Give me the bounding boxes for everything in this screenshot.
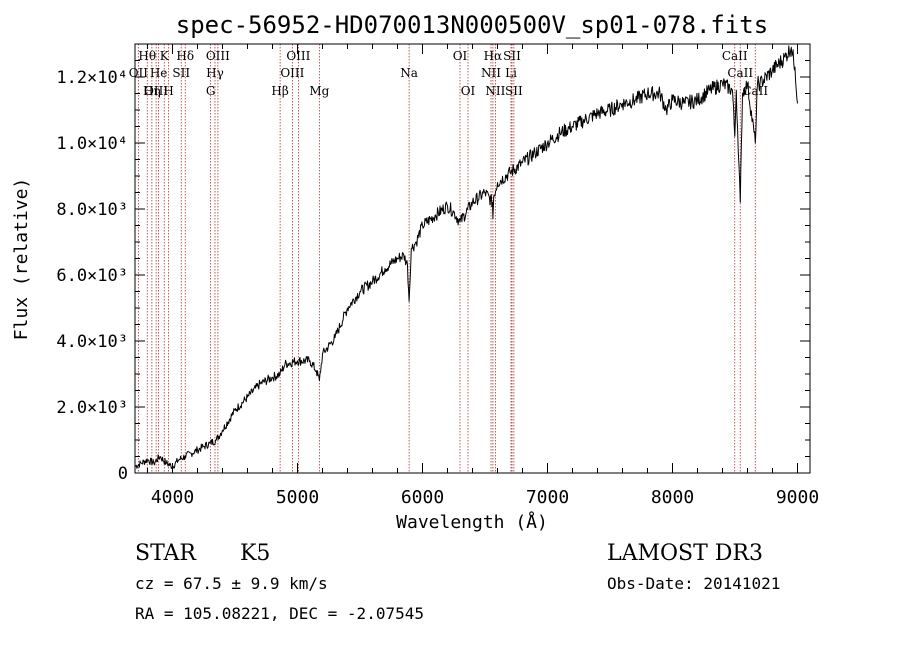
spectral-line-label: NII bbox=[481, 66, 501, 80]
x-axis-ticks: 4000 5000 6000 7000 8000 9000 bbox=[147, 44, 819, 508]
spectral-line-label: OIII bbox=[280, 66, 304, 80]
spectral-line-label: SII bbox=[505, 84, 523, 98]
spectral-line-label: OIII bbox=[144, 84, 168, 98]
y-tick-label: 2.0×10³ bbox=[56, 398, 128, 418]
spectral-line-label: He bbox=[150, 66, 168, 80]
y-tick-label: 4.0×10³ bbox=[56, 332, 128, 352]
spectral-line-label: NII bbox=[485, 84, 505, 98]
plot-frame bbox=[134, 43, 811, 474]
x-axis-label: Wavelength (Å) bbox=[396, 511, 548, 533]
spectral-line-label: Hγ bbox=[206, 66, 224, 80]
spectral-line-label: Mg bbox=[309, 84, 329, 98]
spectral-line-label: SII bbox=[503, 49, 521, 63]
spectral-line-label: Hθ bbox=[138, 49, 156, 63]
spectral-line-label: OII bbox=[129, 66, 149, 80]
survey-name: LAMOST DR3 bbox=[607, 541, 763, 566]
spectral-line-label: H bbox=[163, 84, 173, 98]
y-tick-label: 6.0×10³ bbox=[56, 266, 128, 286]
spectral-line-label: CaII bbox=[727, 66, 753, 80]
object-subclass: K5 bbox=[240, 541, 270, 566]
obs-date: Obs-Date: 20141021 bbox=[607, 574, 780, 593]
spectral-line-label: Hη bbox=[143, 84, 161, 98]
spectral-line-label: CaII bbox=[722, 49, 748, 63]
chart-title: spec-56952-HD070013N000500V_sp01-078.fit… bbox=[176, 11, 768, 39]
spectral-line-label: Hα bbox=[484, 49, 503, 63]
x-tick-label: 6000 bbox=[401, 487, 444, 508]
spectral-line-label: OI bbox=[461, 84, 476, 98]
spectral-line-label: Na bbox=[400, 66, 418, 80]
y-tick-label: 1.0×10⁴ bbox=[56, 134, 128, 154]
spectral-line-label: Hβ bbox=[271, 84, 288, 98]
y-tick-label: 8.0×10³ bbox=[56, 200, 128, 220]
spectral-line-label: SII bbox=[172, 66, 190, 80]
y-axis-label: Flux (relative) bbox=[11, 178, 32, 341]
spectral-line-markers bbox=[137, 44, 756, 473]
spectral-line-label: G bbox=[206, 84, 216, 98]
x-tick-label: 5000 bbox=[276, 487, 319, 508]
coordinates-text: RA = 105.08221, DEC = -2.07545 bbox=[135, 604, 424, 623]
x-tick-label: 9000 bbox=[776, 487, 819, 508]
x-tick-label: 4000 bbox=[151, 487, 194, 508]
spectrum-line bbox=[134, 45, 798, 469]
x-tick-label: 8000 bbox=[651, 487, 694, 508]
x-tick-label: 7000 bbox=[526, 487, 569, 508]
spectral-line-labels: Hθ OII OIII K He Hη SII H Hδ OIII Hγ G Hβ OIII OIII Mg N… bbox=[129, 49, 769, 98]
redshift-text: cz = 67.5 ± 9.9 km/s bbox=[135, 574, 328, 593]
spectral-line-label: OIII bbox=[286, 49, 310, 63]
y-tick-label: 1.2×10⁴ bbox=[56, 68, 128, 88]
spectral-line-label: OIII bbox=[206, 49, 230, 63]
y-axis-ticks: 0 2.0×10³ 4.0×10³ 6.0×10³ 8.0×10³ 1.0×10⁴ 1.2×… bbox=[56, 60, 810, 484]
spectral-line-label: Li bbox=[505, 66, 517, 80]
spectral-line-label: K bbox=[160, 49, 170, 63]
y-tick-label: 0 bbox=[118, 464, 128, 484]
spectral-line-label: OI bbox=[453, 49, 468, 63]
object-class: STAR bbox=[135, 541, 197, 566]
spectral-line-label: Hδ bbox=[176, 49, 194, 63]
